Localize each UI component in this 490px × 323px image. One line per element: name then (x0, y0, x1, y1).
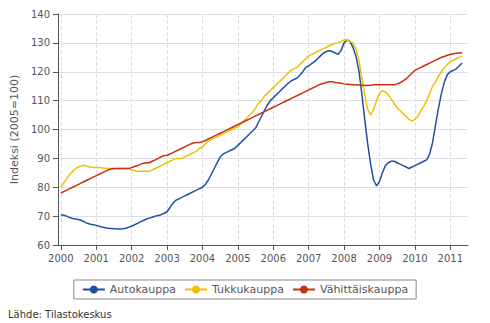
svg-text:Tukkukauppa: Tukkukauppa (211, 283, 284, 296)
svg-text:2007: 2007 (296, 253, 321, 264)
svg-text:90: 90 (37, 153, 50, 164)
svg-text:Lähde: Tilastokeskus: Lähde: Tilastokeskus (8, 309, 112, 320)
svg-text:2001: 2001 (84, 253, 109, 264)
svg-text:2006: 2006 (261, 253, 286, 264)
svg-text:110: 110 (31, 95, 50, 106)
svg-text:2003: 2003 (154, 253, 179, 264)
svg-text:130: 130 (31, 37, 50, 48)
svg-text:2000: 2000 (48, 253, 73, 264)
svg-text:60: 60 (37, 240, 50, 251)
svg-text:Autokauppa: Autokauppa (110, 283, 176, 296)
svg-text:2005: 2005 (225, 253, 250, 264)
svg-text:140: 140 (31, 9, 50, 20)
svg-text:2008: 2008 (331, 253, 356, 264)
svg-text:2010: 2010 (402, 253, 427, 264)
svg-text:80: 80 (37, 182, 50, 193)
svg-text:120: 120 (31, 66, 50, 77)
svg-text:70: 70 (37, 211, 50, 222)
svg-text:100: 100 (31, 124, 50, 135)
svg-text:Vähittäiskauppa: Vähittäiskauppa (320, 283, 408, 296)
svg-text:2009: 2009 (367, 253, 392, 264)
svg-text:2002: 2002 (119, 253, 144, 264)
svg-text:2004: 2004 (190, 253, 215, 264)
svg-text:Indeksi (2005=100): Indeksi (2005=100) (8, 75, 21, 184)
svg-text:2011: 2011 (438, 253, 463, 264)
